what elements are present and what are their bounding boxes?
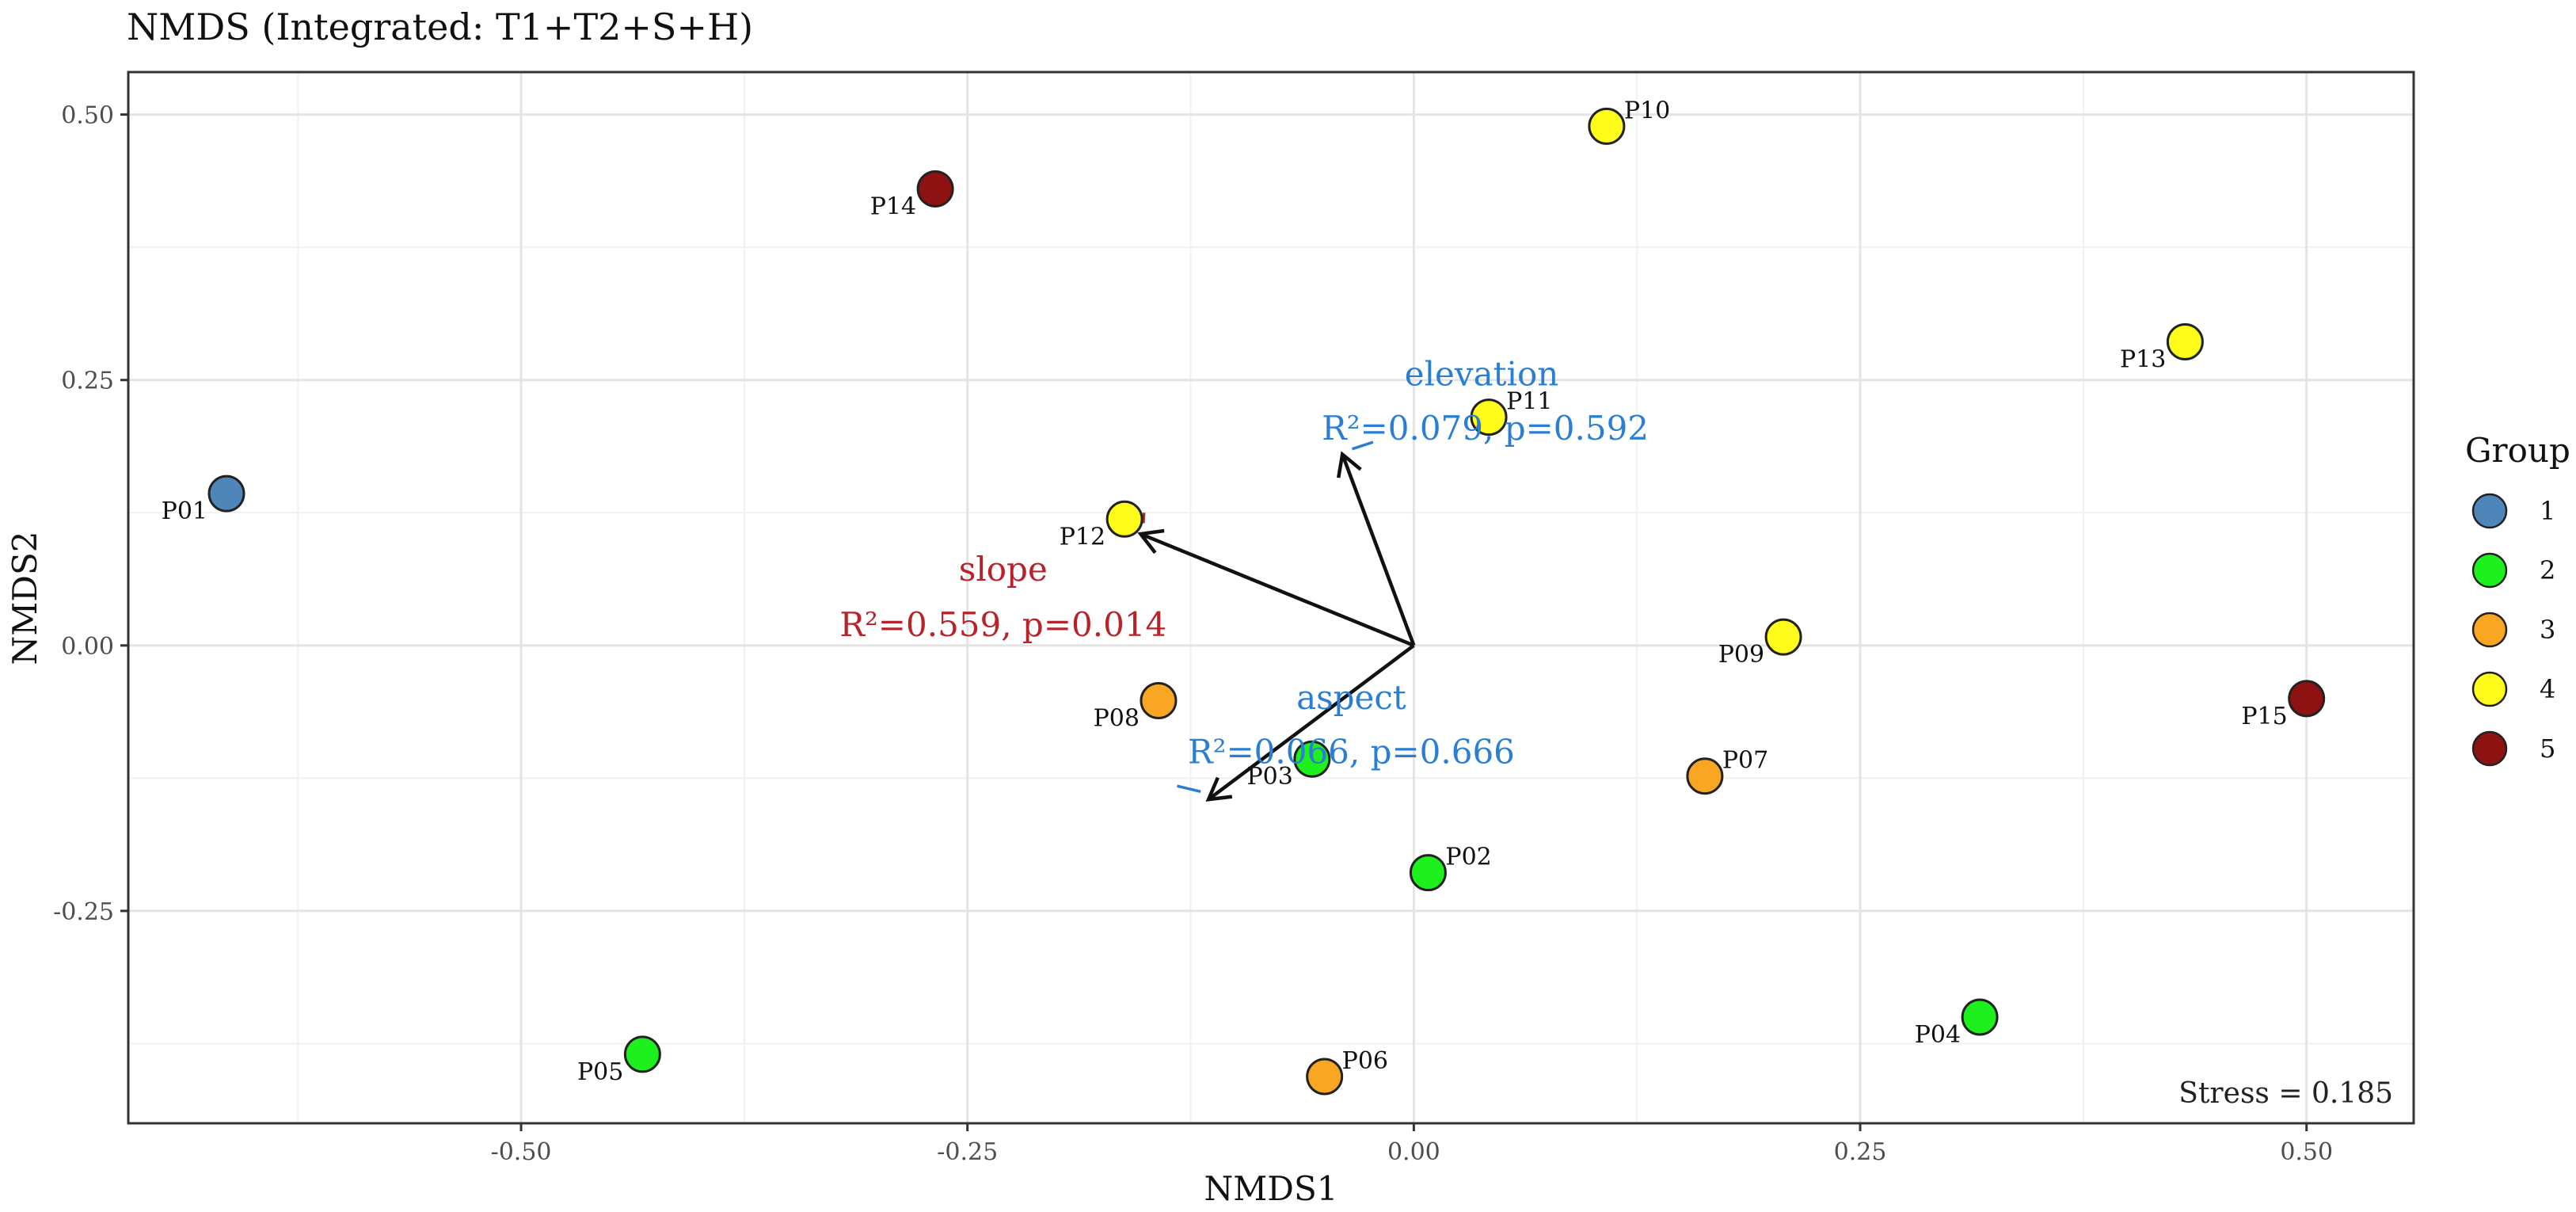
chart-title: NMDS (Integrated: T1+T2+S+H) [127, 6, 753, 48]
vector-leader-aspect [1177, 784, 1201, 793]
site-point-P09 [1764, 618, 1802, 656]
site-point-P06 [1306, 1058, 1344, 1096]
x-tick-label: 0.25 [1834, 1138, 1887, 1166]
vector-stats-elevation: R²=0.079, p=0.592 [1322, 409, 1649, 448]
vector-label-elevation: elevation [1405, 354, 1559, 393]
stress-annotation: Stress = 0.185 [2178, 1077, 2393, 1110]
site-label-P09: P09 [1718, 641, 1764, 669]
site-label-P13: P13 [2120, 345, 2166, 373]
legend: Group 1 2 3 4 5 [2465, 431, 2570, 767]
vector-arrow-aspect [1207, 644, 1415, 801]
y-axis-label: NMDS2 [6, 532, 44, 665]
site-points [207, 107, 2326, 1096]
y-tick-label: 0.25 [61, 368, 114, 395]
site-label-P15: P15 [2241, 703, 2287, 730]
legend-label-2: 2 [2540, 555, 2555, 585]
legend-label-1: 1 [2540, 496, 2555, 526]
site-label-P04: P04 [1915, 1021, 1961, 1049]
vector-leader-elevation [1351, 440, 1374, 451]
vector-arrow-elevation [1341, 453, 1416, 646]
vector-arrowhead-elevation [1337, 451, 1362, 478]
x-tick-label: 0.50 [2280, 1138, 2333, 1166]
site-point-P12 [1105, 500, 1143, 538]
vector-stats-slope: R²=0.559, p=0.014 [839, 605, 1166, 644]
site-point-P10 [1588, 107, 1626, 145]
vector-stats-aspect: R²=0.066, p=0.666 [1188, 733, 1515, 772]
legend-title: Group [2465, 431, 2570, 470]
legend-key-3 [2471, 612, 2508, 648]
site-point-P11 [1470, 398, 1508, 436]
site-label-P07: P07 [1722, 747, 1768, 775]
x-tick-label: 0.00 [1387, 1138, 1440, 1166]
site-label-P06: P06 [1342, 1047, 1388, 1075]
legend-key-5 [2471, 730, 2508, 767]
x-tick-label: -0.25 [937, 1138, 998, 1166]
site-point-P13 [2166, 322, 2204, 360]
vector-arrowhead-aspect [1205, 776, 1233, 802]
site-point-P07 [1686, 757, 1724, 795]
vector-label-slope: slope [959, 550, 1048, 589]
legend-key-2 [2471, 552, 2508, 589]
site-label-P08: P08 [1094, 705, 1140, 733]
site-label-P10: P10 [1624, 97, 1670, 124]
vector-leader-slope [1142, 513, 1146, 524]
legend-key-1 [2471, 493, 2508, 529]
site-point-P04 [1961, 998, 1999, 1036]
site-label-P14: P14 [870, 192, 916, 220]
site-labels: P01 P02 P03 P04 P05 P06 P07 P08 P09 P10 P11 P12 P13 P… [162, 97, 2288, 1086]
site-label-P03: P03 [1246, 763, 1292, 791]
site-point-P08 [1140, 682, 1178, 720]
site-label-P05: P05 [577, 1058, 623, 1086]
site-label-P01: P01 [162, 497, 207, 525]
x-tick-label: -0.50 [491, 1138, 552, 1166]
legend-key-4 [2471, 671, 2508, 707]
site-point-P14 [916, 170, 954, 208]
legend-label-3: 3 [2540, 615, 2555, 645]
grid-layer [128, 72, 2414, 1123]
site-point-P02 [1409, 854, 1447, 892]
y-tick-label: 0.50 [61, 102, 114, 130]
legend-label-5: 5 [2540, 734, 2555, 764]
site-label-P12: P12 [1060, 523, 1105, 551]
vector-label-aspect: aspect [1296, 678, 1406, 717]
y-tick-label: -0.25 [53, 898, 114, 926]
vector-arrowhead-slope [1137, 528, 1165, 555]
y-tick-label: 0.00 [61, 633, 114, 661]
plot-panel-border [127, 71, 2415, 1125]
axis-ticks: -0.50 -0.25 0.00 0.25 0.50 -0.25 0.00 0.25 0.50 [53, 102, 2333, 1166]
site-point-P01 [207, 475, 245, 513]
site-point-P15 [2288, 680, 2326, 718]
vector-arrow-slope [1140, 532, 1415, 647]
site-label-P02: P02 [1445, 844, 1491, 871]
site-point-P05 [623, 1035, 661, 1073]
legend-label-4: 4 [2540, 674, 2555, 704]
envfit-vectors [1137, 440, 1416, 802]
site-label-P11: P11 [1506, 388, 1552, 416]
x-axis-label: NMDS1 [1204, 1169, 1338, 1208]
site-point-P03 [1293, 740, 1331, 778]
